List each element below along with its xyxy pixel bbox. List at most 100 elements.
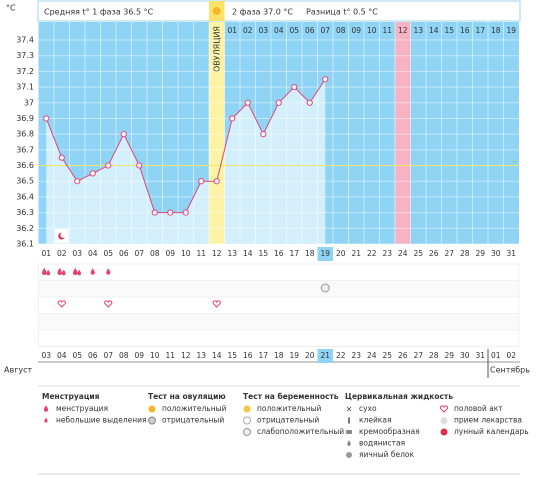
intercourse-icon <box>212 300 221 308</box>
date: 20 <box>305 351 315 360</box>
date: 22 <box>336 351 346 360</box>
cycle-day: 10 <box>181 249 191 258</box>
cycle-day: 16 <box>274 249 284 258</box>
date: 31 <box>475 351 485 360</box>
temperature-point <box>89 170 96 177</box>
y-tick-label: 36.2 <box>16 224 34 233</box>
y-tick-label: 37.3 <box>16 51 34 60</box>
cycle-day: 01 <box>41 249 51 258</box>
date: 17 <box>258 351 268 360</box>
legend-icon <box>440 428 448 436</box>
temperature-point <box>167 209 174 216</box>
date: 21 <box>320 351 330 360</box>
date: 09 <box>134 351 144 360</box>
cycle-day: 19 <box>320 249 330 258</box>
phase2-day: 16 <box>460 26 470 35</box>
phase2-day: 07 <box>320 26 330 35</box>
temperature-point <box>136 162 143 169</box>
cycle-day: 26 <box>429 249 439 258</box>
date: 10 <box>150 351 160 360</box>
cycle-day: 12 <box>212 249 222 258</box>
phase2-day: 15 <box>444 26 454 35</box>
temperature-point <box>43 115 50 122</box>
temperature-point <box>151 209 158 216</box>
legend-item: клейкая <box>359 416 391 425</box>
sun-icon <box>212 7 221 15</box>
menstruation-icon <box>61 269 66 276</box>
y-tick-label: 36.1 <box>16 240 34 249</box>
phase2-day: 13 <box>413 26 423 35</box>
legend-item: отрицательный <box>162 416 224 425</box>
legend-icon <box>243 428 251 436</box>
y-tick-label: 36.8 <box>16 130 34 139</box>
today-date-bg <box>317 349 333 363</box>
menstruation-icon <box>73 268 78 275</box>
y-tick-label: 36.5 <box>16 177 34 186</box>
date: 27 <box>413 351 423 360</box>
difference: Разница t° 0.5 °C <box>306 8 378 17</box>
temperature-point <box>291 83 298 91</box>
cycle-day: 05 <box>103 249 113 258</box>
temperature-point <box>306 99 313 106</box>
date: 03 <box>41 351 51 360</box>
legend-icon <box>346 430 352 434</box>
temperature-point <box>322 76 329 83</box>
legend-item: сухо <box>359 404 377 413</box>
y-tick-label: 36.9 <box>16 114 34 123</box>
today-day-bg <box>317 247 333 261</box>
legend-item: менструация <box>56 404 108 413</box>
date: 29 <box>444 351 454 360</box>
legend-item: яичный белок <box>359 450 415 459</box>
temperature-point <box>58 154 65 161</box>
temperature-point <box>74 178 81 185</box>
lunar-cut <box>60 232 67 238</box>
cycle-day: 25 <box>413 249 423 258</box>
legend-icon <box>243 405 251 413</box>
date: 15 <box>227 351 237 360</box>
date: 19 <box>289 351 299 360</box>
date: 18 <box>274 351 284 360</box>
date: 02 <box>506 351 516 360</box>
phase2-day: 17 <box>475 26 485 35</box>
phase2-day: 09 <box>351 26 361 35</box>
cycle-day: 11 <box>196 249 206 258</box>
date: 26 <box>398 351 408 360</box>
date: 14 <box>212 351 222 360</box>
y-tick-label: 36.6 <box>16 161 34 170</box>
temperature-point <box>275 99 282 106</box>
y-tick-label: 37 <box>24 98 34 107</box>
legend-item: положительный <box>257 404 322 413</box>
cycle-day: 29 <box>475 249 485 258</box>
cycle-day: 18 <box>305 249 315 258</box>
cycle-day: 23 <box>382 249 392 258</box>
legend-icon <box>148 416 156 425</box>
legend-item: небольшие выделения <box>56 416 147 425</box>
date: 07 <box>103 351 113 360</box>
cycle-day: 04 <box>88 249 98 258</box>
cycle-day: 14 <box>243 249 253 258</box>
date: 25 <box>382 351 392 360</box>
cycle-day: 20 <box>336 249 346 258</box>
y-tick-label: 36.4 <box>16 192 34 201</box>
legend-icon <box>347 440 351 446</box>
legend-title: Цервикальная жидкость <box>345 392 453 401</box>
cycle-day: 08 <box>150 249 160 258</box>
date: 23 <box>351 351 361 360</box>
legend-item: лунный календарь <box>454 427 529 436</box>
event-row <box>38 329 520 347</box>
menstruation-icon <box>77 269 82 276</box>
ovulation-label: ОВУЛЯЦИЯ <box>212 26 221 72</box>
phase2-day: 02 <box>243 26 253 35</box>
cycle-day: 21 <box>351 249 361 258</box>
cycle-day: 28 <box>460 249 470 258</box>
phase2-day: 04 <box>274 26 284 35</box>
expected-period-column <box>395 22 411 244</box>
spotting-icon <box>106 268 111 275</box>
phase2-day: 11 <box>382 26 392 35</box>
date: 30 <box>460 351 470 360</box>
cycle-day: 15 <box>258 249 268 258</box>
phase2-day: 12 <box>398 26 408 35</box>
legend-title: Тест на овуляцию <box>148 392 226 401</box>
temperature-point <box>213 178 220 185</box>
